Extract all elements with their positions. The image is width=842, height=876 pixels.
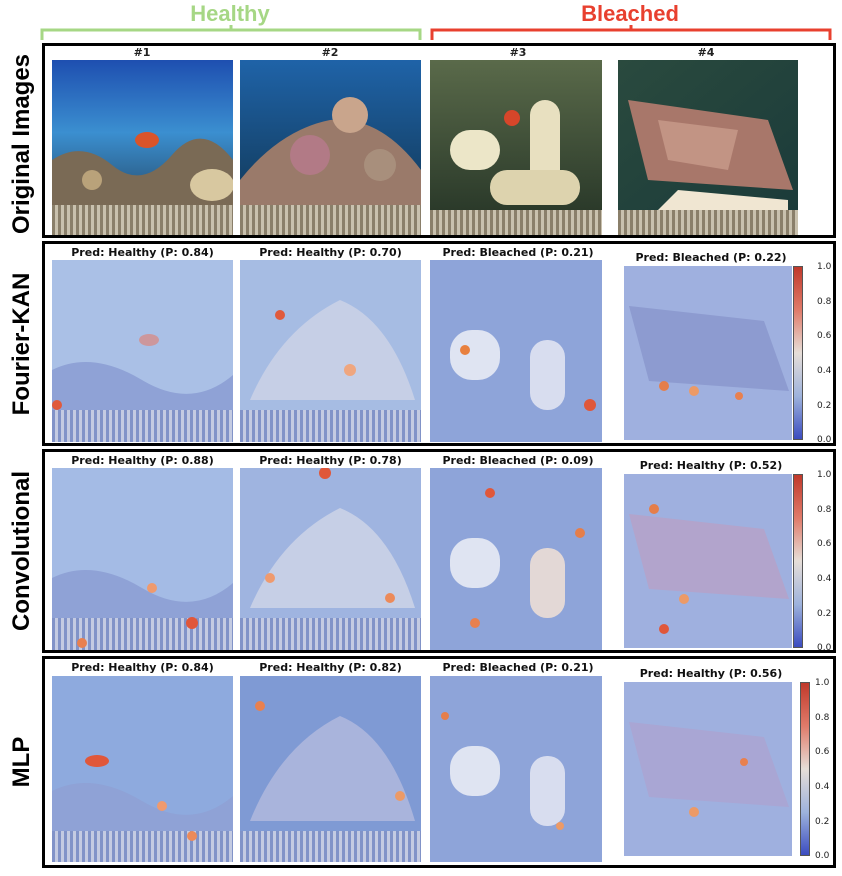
fourier-heatmap-1 [52,260,233,442]
fourier-heatmap-2 [240,260,421,442]
colorbar-tick: 0.0 [817,435,831,445]
colorbar [800,682,810,856]
colorbar-tick: 0.4 [817,574,831,584]
prediction-label: Pred: Healthy (P: 0.70) [243,246,418,259]
mlp-heatmap-3 [430,676,602,862]
colorbar-tick: 0.6 [817,331,831,341]
conv-heatmap-2 [240,468,421,650]
colorbar-tick: 0.2 [817,401,831,411]
prediction-label: Pred: Healthy (P: 0.84) [55,661,230,674]
colorbar-tick: 1.0 [817,262,831,272]
mlp-heatmap-4 [624,682,792,856]
healthy-bracket [40,24,422,42]
colorbar-tick: 0.4 [815,782,829,792]
original-image-1 [52,60,233,235]
colorbar [793,474,803,648]
colorbar-tick: 0.8 [817,505,831,515]
colorbar-tick: 0.2 [817,609,831,619]
colorbar-tick: 0.6 [815,747,829,757]
row-label-mlp: MLP [8,737,36,788]
conv-heatmap-4 [624,474,792,648]
column-number-1: #1 [122,46,162,59]
mlp-heatmap-1 [52,676,233,862]
row-label-convolutional: Convolutional [8,471,36,631]
prediction-label: Pred: Bleached (P: 0.09) [432,454,604,467]
colorbar [793,266,803,440]
colorbar-tick: 1.0 [815,678,829,688]
mlp-heatmap-2 [240,676,421,862]
fourier-heatmap-4 [624,266,792,440]
conv-heatmap-3 [430,468,602,650]
colorbar-tick: 0.0 [815,851,829,861]
prediction-label: Pred: Healthy (P: 0.52) [626,459,796,472]
fourier-heatmap-3 [430,260,602,442]
colorbar-tick: 0.8 [815,713,829,723]
colorbar-tick: 0.0 [817,643,831,653]
row-label-original: Original Images [8,54,36,234]
prediction-label: Pred: Healthy (P: 0.56) [626,667,796,680]
prediction-label: Pred: Bleached (P: 0.21) [432,246,604,259]
colorbar-tick: 0.6 [817,539,831,549]
conv-heatmap-1 [52,468,233,650]
prediction-label: Pred: Healthy (P: 0.82) [243,661,418,674]
original-image-3 [430,60,602,235]
row-label-fourier-kan: Fourier-KAN [8,273,36,416]
original-image-4 [618,60,798,235]
prediction-label: Pred: Healthy (P: 0.88) [55,454,230,467]
prediction-label: Pred: Bleached (P: 0.21) [432,661,604,674]
colorbar-tick: 0.2 [815,817,829,827]
colorbar-tick: 0.4 [817,366,831,376]
column-number-4: #4 [686,46,726,59]
colorbar-tick: 0.8 [817,297,831,307]
colorbar-tick: 1.0 [817,470,831,480]
column-number-2: #2 [310,46,350,59]
prediction-label: Pred: Bleached (P: 0.22) [626,251,796,264]
original-image-2 [240,60,421,235]
prediction-label: Pred: Healthy (P: 0.78) [243,454,418,467]
column-number-3: #3 [498,46,538,59]
bleached-bracket [430,24,832,42]
prediction-label: Pred: Healthy (P: 0.84) [55,246,230,259]
